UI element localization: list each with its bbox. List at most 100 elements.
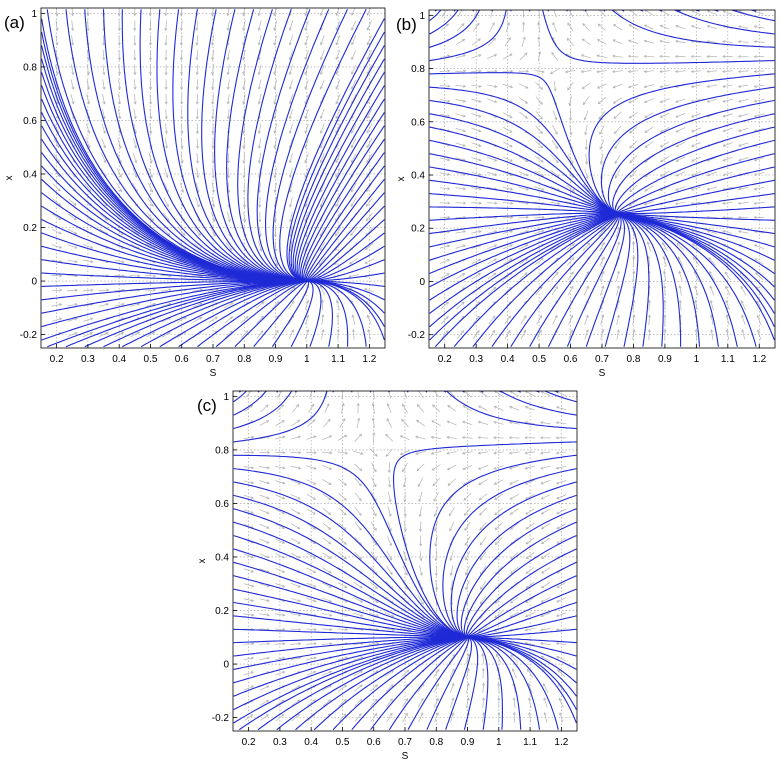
field-arrowhead <box>556 541 560 544</box>
field-arrow <box>192 317 202 323</box>
field-arrowhead <box>601 270 605 275</box>
field-arrow <box>707 186 718 190</box>
field-arrowhead <box>230 302 234 306</box>
field-arrow <box>385 684 394 692</box>
field-arrowhead <box>493 286 497 290</box>
field-arrow <box>164 138 168 149</box>
field-arrow <box>754 172 765 176</box>
field-arrowhead <box>304 145 308 149</box>
field-arrow <box>401 698 409 708</box>
field-arrow <box>455 187 466 190</box>
field-arrow <box>754 25 765 29</box>
field-arrowhead <box>737 187 742 191</box>
field-arrow <box>51 289 62 292</box>
field-arrow <box>87 8 89 16</box>
field-arrow <box>510 551 519 560</box>
field-arrowhead <box>406 669 410 673</box>
field-arrowhead <box>691 144 695 148</box>
field-arrow <box>556 597 567 603</box>
field-arrowhead <box>722 40 726 44</box>
field-arrowhead <box>257 101 261 105</box>
field-arrow <box>98 332 109 338</box>
panel-label: (a) <box>4 13 25 32</box>
field-arrow <box>258 123 262 134</box>
field-arrowhead <box>737 69 742 73</box>
field-arrow <box>525 596 535 603</box>
x-tick-label: 0.6 <box>367 737 381 748</box>
field-arrowhead <box>415 435 419 439</box>
field-arrowhead <box>722 10 726 14</box>
field-arrow <box>534 230 544 235</box>
field-arrow <box>439 172 450 175</box>
field-arrowhead <box>211 57 215 61</box>
field-arrowhead <box>476 22 480 26</box>
field-arrowhead <box>617 241 621 245</box>
field-arrow <box>351 20 356 31</box>
trajectory-line <box>306 280 385 341</box>
field-arrowhead <box>351 86 354 90</box>
field-arrow <box>227 35 230 46</box>
field-arrowhead <box>149 116 153 120</box>
field-arrow <box>400 627 410 631</box>
field-arrowhead <box>447 99 451 103</box>
field-arrowhead <box>597 101 601 105</box>
field-arrowhead <box>292 286 296 290</box>
y-axis-label: x <box>197 559 208 564</box>
field-arrow <box>725 286 731 296</box>
field-arrowhead <box>266 555 270 559</box>
field-arrowhead <box>567 22 571 26</box>
field-arrow <box>450 580 453 591</box>
field-arrow <box>289 123 293 134</box>
field-arrowhead <box>151 218 155 222</box>
field-arrow <box>510 596 519 604</box>
field-arrowhead <box>644 144 648 148</box>
field-arrowhead <box>273 71 277 76</box>
field-arrowhead <box>118 116 122 120</box>
field-arrowhead <box>118 86 122 90</box>
x-tick-label: 1.1 <box>523 737 537 748</box>
field-arrow <box>472 38 481 46</box>
field-arrowhead <box>385 453 389 457</box>
field-arrow <box>678 271 683 282</box>
field-arrow <box>478 421 489 425</box>
field-arrowhead <box>335 115 339 120</box>
field-arrow <box>304 315 309 325</box>
field-arrowhead <box>419 558 423 562</box>
field-arrow <box>181 49 183 60</box>
field-arrow <box>354 522 362 531</box>
field-arrowhead <box>539 436 544 440</box>
field-arrowhead <box>522 36 526 40</box>
field-arrowhead <box>416 404 420 408</box>
field-arrowhead <box>345 628 349 632</box>
field-arrowhead <box>250 584 255 588</box>
field-arrow <box>525 391 535 397</box>
field-arrowhead <box>121 260 125 264</box>
field-arrowhead <box>359 698 363 702</box>
field-arrowhead <box>662 270 666 274</box>
field-arrowhead <box>350 232 354 237</box>
field-arrowhead <box>366 159 370 163</box>
field-arrowhead <box>344 656 348 660</box>
field-arrow <box>145 243 155 249</box>
field-arrow <box>289 20 293 31</box>
field-arrow <box>259 553 270 558</box>
field-arrowhead <box>150 203 154 207</box>
field-arrow <box>433 698 439 708</box>
field-arrow <box>84 183 92 192</box>
field-arrowhead <box>447 215 451 219</box>
field-arrow <box>54 94 59 104</box>
field-arrowhead <box>360 656 364 660</box>
field-arrowhead <box>494 542 498 546</box>
field-arrow <box>632 256 635 267</box>
field-arrowhead <box>266 481 270 485</box>
field-arrowhead <box>296 713 300 717</box>
field-arrowhead <box>266 496 270 500</box>
field-arrow <box>402 713 408 723</box>
field-arrow <box>387 491 391 502</box>
field-arrow <box>322 493 332 500</box>
field-arrow <box>480 551 487 560</box>
y-tick-label: 0.8 <box>215 445 229 456</box>
field-arrowhead <box>344 434 348 438</box>
field-arrowhead <box>266 584 270 588</box>
field-arrowhead <box>343 482 347 486</box>
